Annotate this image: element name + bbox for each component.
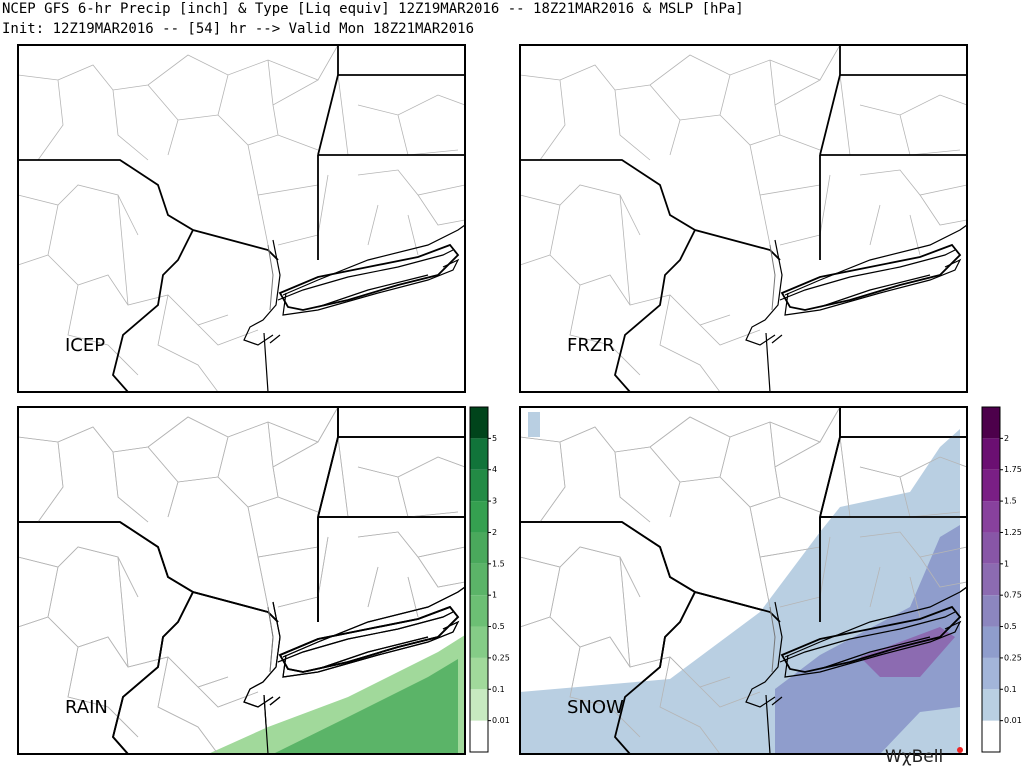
colorbar-swatch bbox=[982, 689, 1000, 721]
colorbar-tick-label: 0.75 bbox=[1004, 591, 1022, 600]
colorbar-swatch bbox=[982, 438, 1000, 470]
colorbar-swatch bbox=[982, 469, 1000, 502]
colorbar-tick-label: 1.5 bbox=[492, 559, 505, 568]
colorbar-swatch bbox=[982, 532, 1000, 564]
colorbar-swatch bbox=[982, 657, 1000, 690]
colorbar-tick-label: 0.1 bbox=[1004, 685, 1017, 694]
colorbar-tick-label: 1.5 bbox=[1004, 497, 1017, 506]
colorbar-tick-label: 0.5 bbox=[1004, 622, 1017, 631]
colorbar-frame bbox=[981, 406, 1001, 753]
colorbar-tick-label: 0.5 bbox=[492, 622, 505, 631]
colorbar-tick-label: 4 bbox=[492, 465, 497, 474]
panel-label: SNOW bbox=[567, 697, 624, 718]
colorbar-tick-label: 0.01 bbox=[492, 716, 510, 725]
colorbar-swatch bbox=[982, 720, 1000, 752]
colorbar-swatch bbox=[470, 563, 488, 596]
colorbar-tick-label: 1.75 bbox=[1004, 465, 1022, 474]
colorbar-tick-label: 0.01 bbox=[1004, 716, 1022, 725]
logo-dot bbox=[957, 747, 963, 753]
panel-frame bbox=[519, 44, 968, 393]
colorbar-swatch bbox=[470, 407, 488, 439]
panel-frame bbox=[519, 406, 968, 755]
colorbar-swatch bbox=[470, 595, 488, 627]
colorbar-tick-label: 1 bbox=[492, 591, 497, 600]
colorbar-tick-label: 2 bbox=[1004, 434, 1009, 443]
snow-area-small bbox=[528, 412, 540, 437]
colorbar-tick-label: 5 bbox=[492, 434, 497, 443]
title-line-2: Init: 12Z19MAR2016 -- [54] hr --> Valid … bbox=[2, 21, 474, 37]
colorbar-swatch bbox=[470, 720, 488, 752]
colorbar-swatch bbox=[982, 563, 1000, 596]
colorbar-swatch bbox=[470, 501, 488, 533]
colorbar-tick-label: 1.25 bbox=[1004, 528, 1022, 537]
panel-label: RAIN bbox=[65, 697, 108, 718]
colorbar-tick-label: 1 bbox=[1004, 559, 1009, 568]
colorbar-swatch bbox=[470, 532, 488, 564]
title-line-1: NCEP GFS 6-hr Precip [inch] & Type [Liq … bbox=[2, 1, 744, 17]
snow-area-moderate bbox=[775, 525, 960, 754]
panel-frame bbox=[17, 406, 466, 755]
colorbar-swatch bbox=[982, 626, 1000, 658]
panel-frame bbox=[17, 44, 466, 393]
frames: ICEP FRZR RAIN SNOW bbox=[17, 44, 968, 755]
rain-shading bbox=[208, 635, 465, 754]
colorbar-swatch bbox=[470, 657, 488, 690]
rain-area-heavy bbox=[273, 659, 458, 754]
panel-label: FRZR bbox=[567, 335, 615, 356]
colorbar-tick-label: 0.25 bbox=[1004, 653, 1022, 662]
colorbar-swatch bbox=[470, 689, 488, 721]
colorbar-swatch bbox=[982, 595, 1000, 627]
colorbar-swatch bbox=[982, 407, 1000, 439]
logo: WχBell bbox=[885, 747, 943, 767]
colorbar-tick-label: 2 bbox=[492, 528, 497, 537]
colorbar-frame bbox=[469, 406, 489, 753]
colorbar-tick-label: 0.25 bbox=[492, 653, 510, 662]
colorbar-swatch bbox=[982, 501, 1000, 533]
colorbars: 0.01 0.1 0.25 0.5 1 1.5 2 3 4 5 0.01 0.1 0.25 0.5 0.75… bbox=[469, 406, 1022, 753]
colorbar-swatch bbox=[470, 469, 488, 502]
colorbar-tick-label: 3 bbox=[492, 497, 497, 506]
colorbar-swatch bbox=[470, 438, 488, 470]
colorbar-tick-label: 0.1 bbox=[492, 685, 505, 694]
panel-label: ICEP bbox=[65, 335, 105, 356]
colorbar-swatch bbox=[470, 626, 488, 658]
